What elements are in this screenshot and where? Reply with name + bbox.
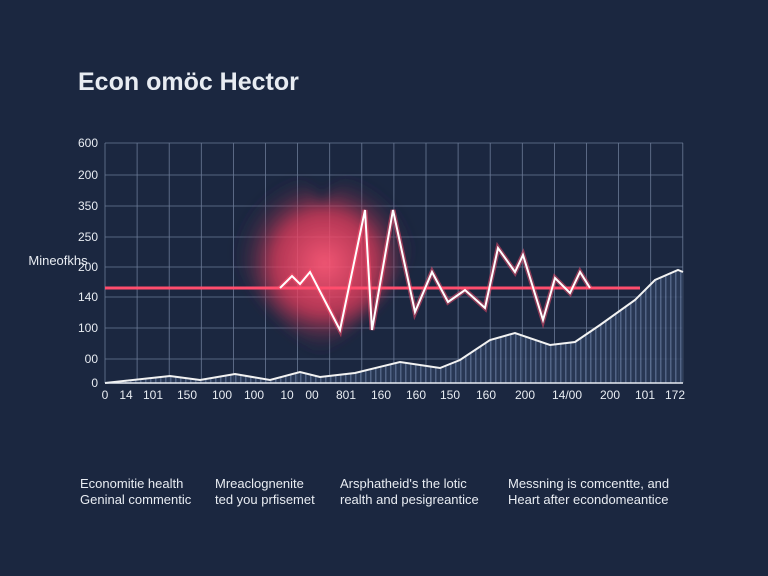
x-tick-label: 200 — [515, 388, 535, 402]
x-tick-label: 801 — [336, 388, 356, 402]
y-tick-label: 250 — [78, 230, 98, 244]
caption: Economitie health — [80, 476, 183, 491]
y-tick-label: 100 — [78, 321, 98, 335]
y-axis-label: Mineofkhs — [28, 253, 88, 268]
x-tick-label: 101 — [143, 388, 163, 402]
y-tick-label: 200 — [78, 168, 98, 182]
x-tick-label: 200 — [600, 388, 620, 402]
x-tick-label: 00 — [305, 388, 319, 402]
x-tick-label: 14 — [119, 388, 133, 402]
y-tick-label: 600 — [78, 136, 98, 150]
x-tick-label: 150 — [177, 388, 197, 402]
y-tick-label: 0 — [91, 376, 98, 390]
y-tick-label: 140 — [78, 290, 98, 304]
pulse-line — [279, 209, 591, 333]
x-tick-label: 101 — [635, 388, 655, 402]
title: Econ omöc Hector — [78, 68, 299, 96]
caption: Heart after econdomeantice — [508, 492, 668, 507]
caption: Arsphatheid's the lotic — [340, 476, 467, 491]
x-tick-label: 0 — [102, 388, 109, 402]
x-tick-label: 10 — [280, 388, 294, 402]
y-tick-label: 350 — [78, 199, 98, 213]
x-tick-label: 100 — [244, 388, 264, 402]
caption: Mreaclognenite — [215, 476, 304, 491]
x-tick-label: 160 — [371, 388, 391, 402]
x-tick-label: 14/00 — [552, 388, 582, 402]
area — [105, 270, 683, 383]
y-tick-label: 00 — [85, 352, 99, 366]
caption: realth and pesigreantice — [340, 492, 479, 507]
area-line — [104, 268, 684, 384]
caption: Geninal commentic — [80, 492, 192, 507]
caption: Messning is comcentte, and — [508, 476, 669, 491]
y-tick-label: 200 — [78, 260, 98, 274]
x-tick-label: 160 — [476, 388, 496, 402]
x-tick-label: 150 — [440, 388, 460, 402]
x-tick-label: 100 — [212, 388, 232, 402]
x-tick-label: 172 — [665, 388, 685, 402]
x-tick-label: 160 — [406, 388, 426, 402]
caption: ted you prfisemet — [215, 492, 315, 507]
